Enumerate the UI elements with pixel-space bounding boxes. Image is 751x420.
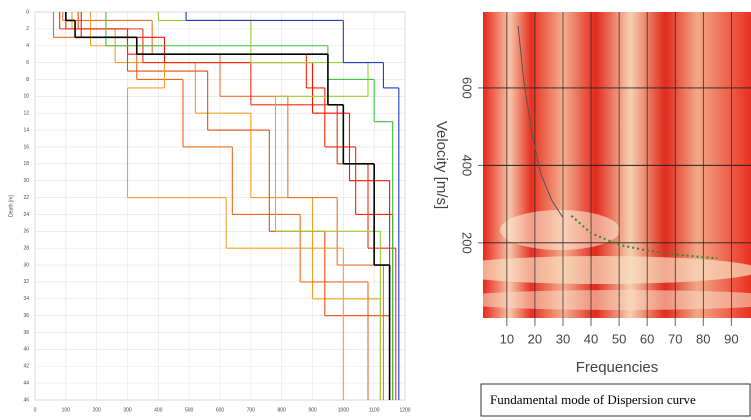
- y-tick-label: 46: [23, 397, 29, 403]
- y-tick-label: 14: [23, 127, 29, 133]
- x-tick-label: 0: [34, 407, 37, 413]
- y-tick-label: 30: [23, 262, 29, 268]
- x-tick-label: 80: [696, 331, 710, 346]
- x-tick-label: 800: [277, 407, 286, 413]
- y-tick-label: 6: [26, 60, 29, 66]
- x-tick-label: 60: [640, 331, 654, 346]
- x-tick-label: 20: [528, 331, 542, 346]
- x-tick-label: 1000: [338, 407, 349, 413]
- y-tick-label: 28: [23, 246, 29, 252]
- heatmap-texture: [483, 210, 751, 310]
- y-tick-label: 8: [26, 77, 29, 83]
- caption-box: [480, 383, 751, 417]
- y-tick-label: 600: [460, 77, 475, 99]
- y-tick-label: 44: [23, 380, 29, 386]
- y-tick-label: 18: [23, 161, 29, 167]
- y-axis-label: Depth [m]: [8, 195, 14, 217]
- y-axis-label: Velocity [m/s]: [433, 121, 450, 209]
- x-tick-label: 200: [92, 407, 101, 413]
- x-tick-label: 1200: [399, 407, 410, 413]
- y-tick-label: 24: [23, 212, 29, 218]
- x-tick-label: 700: [247, 407, 256, 413]
- x-tick-label: 900: [308, 407, 317, 413]
- caption: Fundamental mode of Dispersion curve: [490, 392, 696, 407]
- x-tick-label: 30: [556, 331, 570, 346]
- x-tick-label: 300: [123, 407, 132, 413]
- y-tick-label: 38: [23, 330, 29, 336]
- x-tick-label: 600: [216, 407, 225, 413]
- y-tick-label: 400: [460, 155, 475, 177]
- y-tick-label: 40: [23, 347, 29, 353]
- y-tick-label: 20: [23, 178, 29, 184]
- y-tick-label: 36: [23, 313, 29, 319]
- x-tick-label: 90: [724, 331, 738, 346]
- y-tick-label: 42: [23, 364, 29, 370]
- x-tick-label: 1100: [369, 407, 380, 413]
- y-tick-label: 34: [23, 296, 29, 302]
- y-tick-label: 2: [26, 26, 29, 32]
- y-tick-label: 4: [26, 43, 29, 49]
- x-tick-label: 70: [668, 331, 682, 346]
- y-tick-label: 26: [23, 229, 29, 235]
- dispersion-curve: [517, 25, 564, 218]
- dispersion-curve: [570, 214, 718, 260]
- x-axis-label: Frequencies: [576, 359, 659, 376]
- y-tick-label: 32: [23, 279, 29, 285]
- y-tick-label: 22: [23, 195, 29, 201]
- y-tick-label: 16: [23, 144, 29, 150]
- x-tick-label: 10: [500, 331, 514, 346]
- x-tick-label: 50: [612, 331, 626, 346]
- y-tick-label: 200: [460, 232, 475, 254]
- y-tick-label: 0: [26, 9, 29, 15]
- y-tick-label: 12: [23, 111, 29, 117]
- x-tick-label: 100: [62, 407, 71, 413]
- x-tick-label: 500: [185, 407, 194, 413]
- y-tick-label: 10: [23, 94, 29, 100]
- x-tick-label: 40: [584, 331, 598, 346]
- x-tick-label: 400: [154, 407, 163, 413]
